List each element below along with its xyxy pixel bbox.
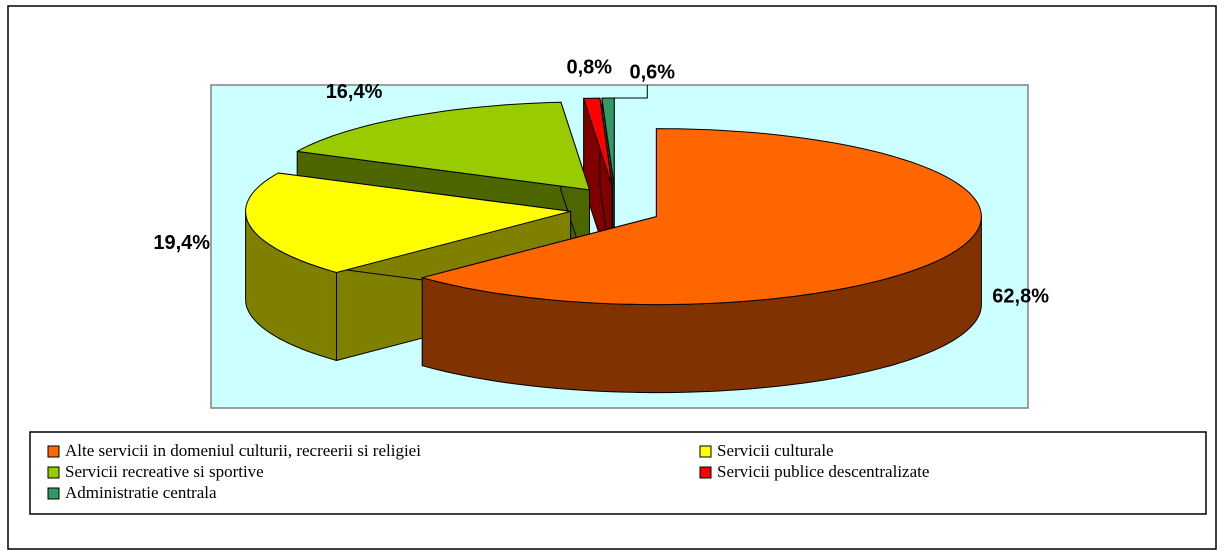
- data-label: 16,4%: [326, 81, 383, 103]
- labels: 62,8% 19,4% 16,4% 0,8% 0,6%: [153, 57, 1049, 308]
- data-label: 0,6%: [629, 61, 675, 83]
- legend-swatch: [699, 466, 712, 479]
- slice-top: [601, 97, 615, 187]
- legend-label: Alte servicii in domeniul culturii, recr…: [65, 441, 421, 460]
- legend-label: Administratie centrala: [65, 483, 217, 502]
- slice-top: [421, 128, 982, 306]
- legend-label: Servicii recreative si sportive: [65, 462, 264, 481]
- slice-top: [296, 101, 590, 191]
- legend-label: Servicii publice descentralizate: [717, 462, 929, 481]
- legend-items: Alte servicii in domeniul culturii, recr…: [47, 441, 929, 502]
- leader-line: [608, 85, 648, 99]
- slice-top: [583, 97, 613, 187]
- data-label: 0,8%: [566, 57, 612, 79]
- legend-label: Servicii culturale: [717, 441, 834, 460]
- legend-swatch: [47, 487, 60, 500]
- pie: [245, 97, 982, 394]
- legend: [29, 431, 1207, 515]
- data-label: 19,4%: [153, 232, 210, 254]
- legend-swatch: [699, 445, 712, 458]
- legend-swatch: [47, 445, 60, 458]
- slice: [421, 128, 982, 394]
- slice-top: [245, 172, 572, 273]
- legend-swatch: [47, 466, 60, 479]
- data-label: 62,8%: [992, 286, 1049, 308]
